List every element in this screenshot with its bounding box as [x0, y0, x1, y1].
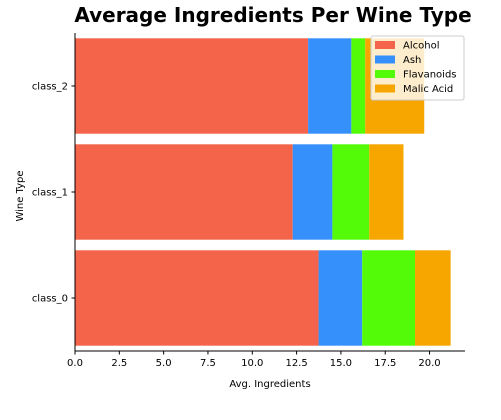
legend-swatch	[375, 41, 395, 49]
legend-box	[370, 35, 465, 101]
chart-title: Average Ingredients Per Wine Type	[74, 3, 471, 27]
bar-class_1-flavanoids	[332, 144, 370, 240]
bar-class_0-alcohol	[75, 250, 319, 346]
y-axis-label: Wine Type	[15, 170, 26, 221]
bar-class_0-malic-acid	[415, 250, 451, 346]
legend-label: Ash	[403, 55, 421, 66]
x-tick-label: 2.5	[111, 358, 127, 369]
x-axis-label: Avg. Ingredients	[229, 379, 310, 390]
x-tick-label: 7.5	[200, 358, 216, 369]
legend-swatch	[375, 55, 395, 64]
x-tick-label: 10.0	[241, 358, 263, 369]
x-tick-label: 0.0	[67, 358, 83, 369]
x-tick-label: 15.0	[330, 358, 352, 369]
bar-class_1-malic-acid	[369, 144, 404, 240]
bar-class_2-ash	[308, 38, 352, 134]
legend-label: Flavanoids	[403, 70, 457, 81]
bar-class_2-alcohol	[75, 38, 309, 134]
x-tick-label: 5.0	[156, 358, 172, 369]
bars-layer	[75, 38, 451, 346]
legend-label: Malic Acid	[403, 84, 453, 95]
y-tick-label: class_1	[32, 188, 68, 199]
x-tick-label: 12.5	[285, 358, 307, 369]
x-tick-label: 17.5	[374, 358, 396, 369]
bar-class_1-ash	[292, 144, 333, 240]
axes-layer: 0.0 2.5 5.0 7.5 10.0 12.5 15.0 17.5 20.0 class_0 c…	[32, 33, 465, 369]
x-tick-label: 20.0	[418, 358, 440, 369]
legend-swatch	[375, 70, 395, 78]
bar-class_0-ash	[318, 250, 363, 346]
legend-swatch	[375, 84, 395, 93]
legend-label: Alcohol	[403, 41, 439, 52]
bar-class_2-flavanoids	[351, 38, 366, 134]
y-tick-label: class_2	[32, 82, 68, 93]
y-tick-label: class_0	[32, 294, 68, 305]
legend: Alcohol Ash Flavanoids Malic Acid	[370, 35, 465, 101]
bar-class_1-alcohol	[75, 144, 293, 240]
bar-class_0-flavanoids	[362, 250, 416, 346]
